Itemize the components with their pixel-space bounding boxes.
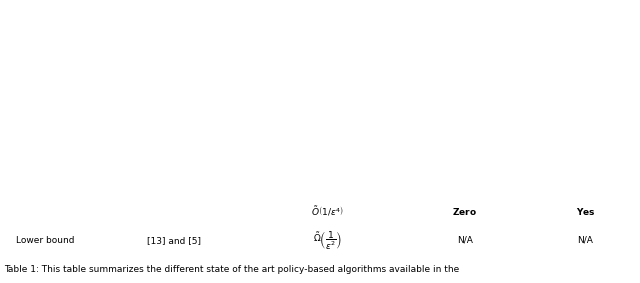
Text: N/A: N/A	[577, 236, 593, 245]
Text: Lower bound: Lower bound	[15, 236, 74, 245]
Text: $\tilde{O}\left(1/\epsilon^{4}\right)$: $\tilde{O}\left(1/\epsilon^{4}\right)$	[312, 204, 344, 218]
Text: $\mathbf{Yes}$: $\mathbf{Yes}$	[576, 206, 595, 217]
Text: N/A: N/A	[457, 236, 472, 245]
Text: $\mathbf{Zero}$: $\mathbf{Zero}$	[452, 206, 477, 217]
Text: $\tilde{\Omega}\left(\dfrac{1}{\epsilon^{2}}\right)$: $\tilde{\Omega}\left(\dfrac{1}{\epsilon^…	[314, 229, 342, 252]
Text: Table 1: This table summarizes the different state of the art policy-based algor: Table 1: This table summarizes the diffe…	[4, 265, 460, 275]
Text: [13] and [5]: [13] and [5]	[147, 236, 201, 245]
